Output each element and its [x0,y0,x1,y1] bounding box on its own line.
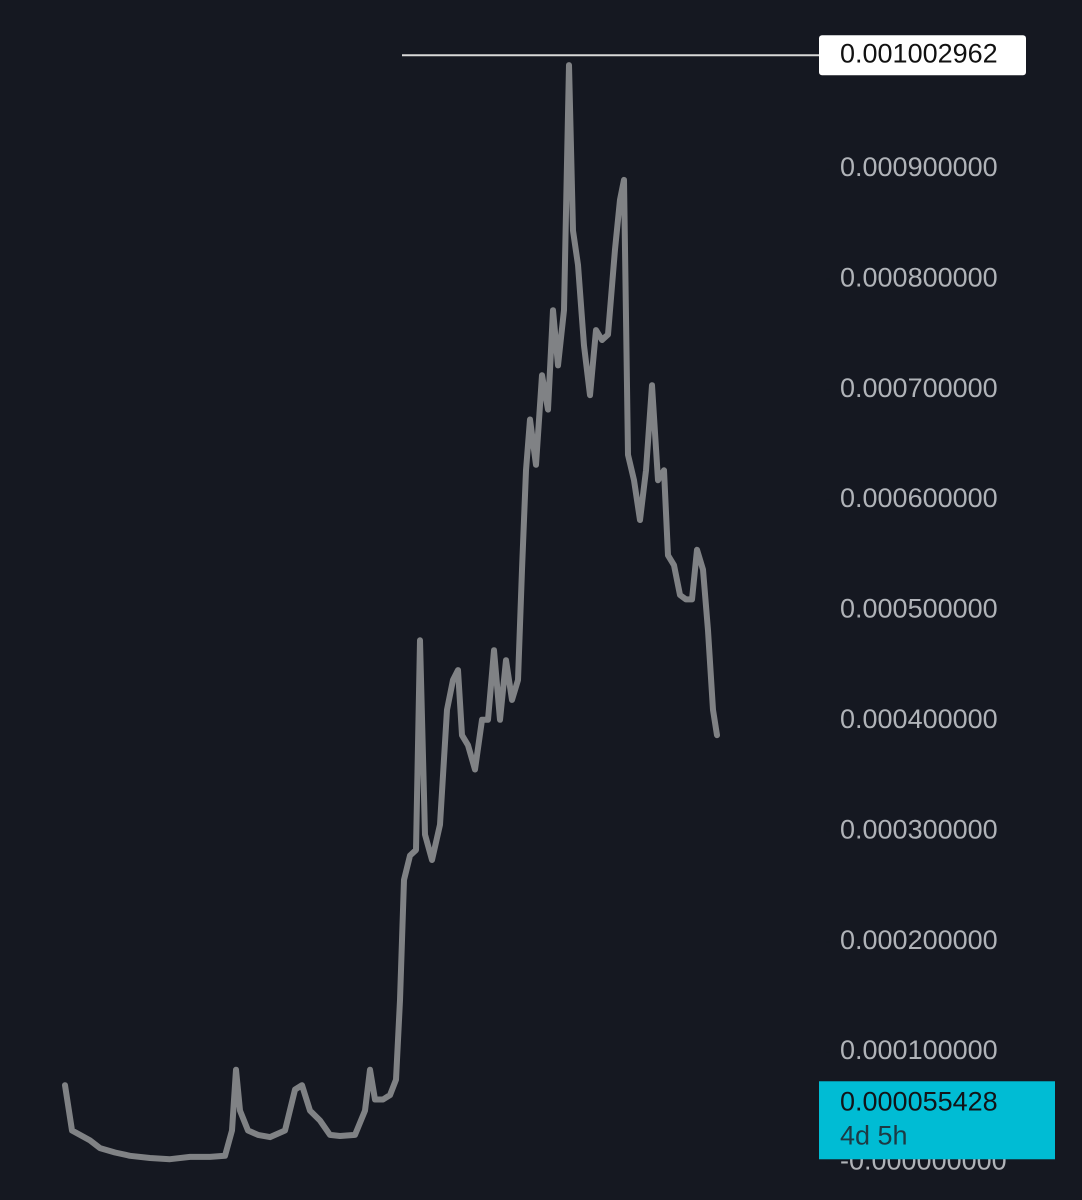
y-tick-label: 0.000800000 [840,262,998,292]
price-line [62,62,720,1163]
y-tick-label: 0.000400000 [840,704,998,734]
max-label: 0.001002962 [840,38,998,68]
max-label-box [819,35,1026,76]
y-tick-label: 0.000300000 [840,814,998,844]
y-tick-label: 0.000500000 [840,594,998,624]
y-tick-label: 0.000900000 [840,152,998,182]
y-tick-label: 0.000100000 [840,1035,998,1065]
last-price-label: 0.000055428 [840,1086,998,1116]
y-tick-label: 0.000600000 [840,483,998,513]
y-tick-label: 0.000200000 [840,925,998,955]
y-tick-label: 0.000700000 [840,373,998,403]
countdown-label: 4d 5h [840,1120,908,1150]
last-price-box [819,1081,1055,1160]
